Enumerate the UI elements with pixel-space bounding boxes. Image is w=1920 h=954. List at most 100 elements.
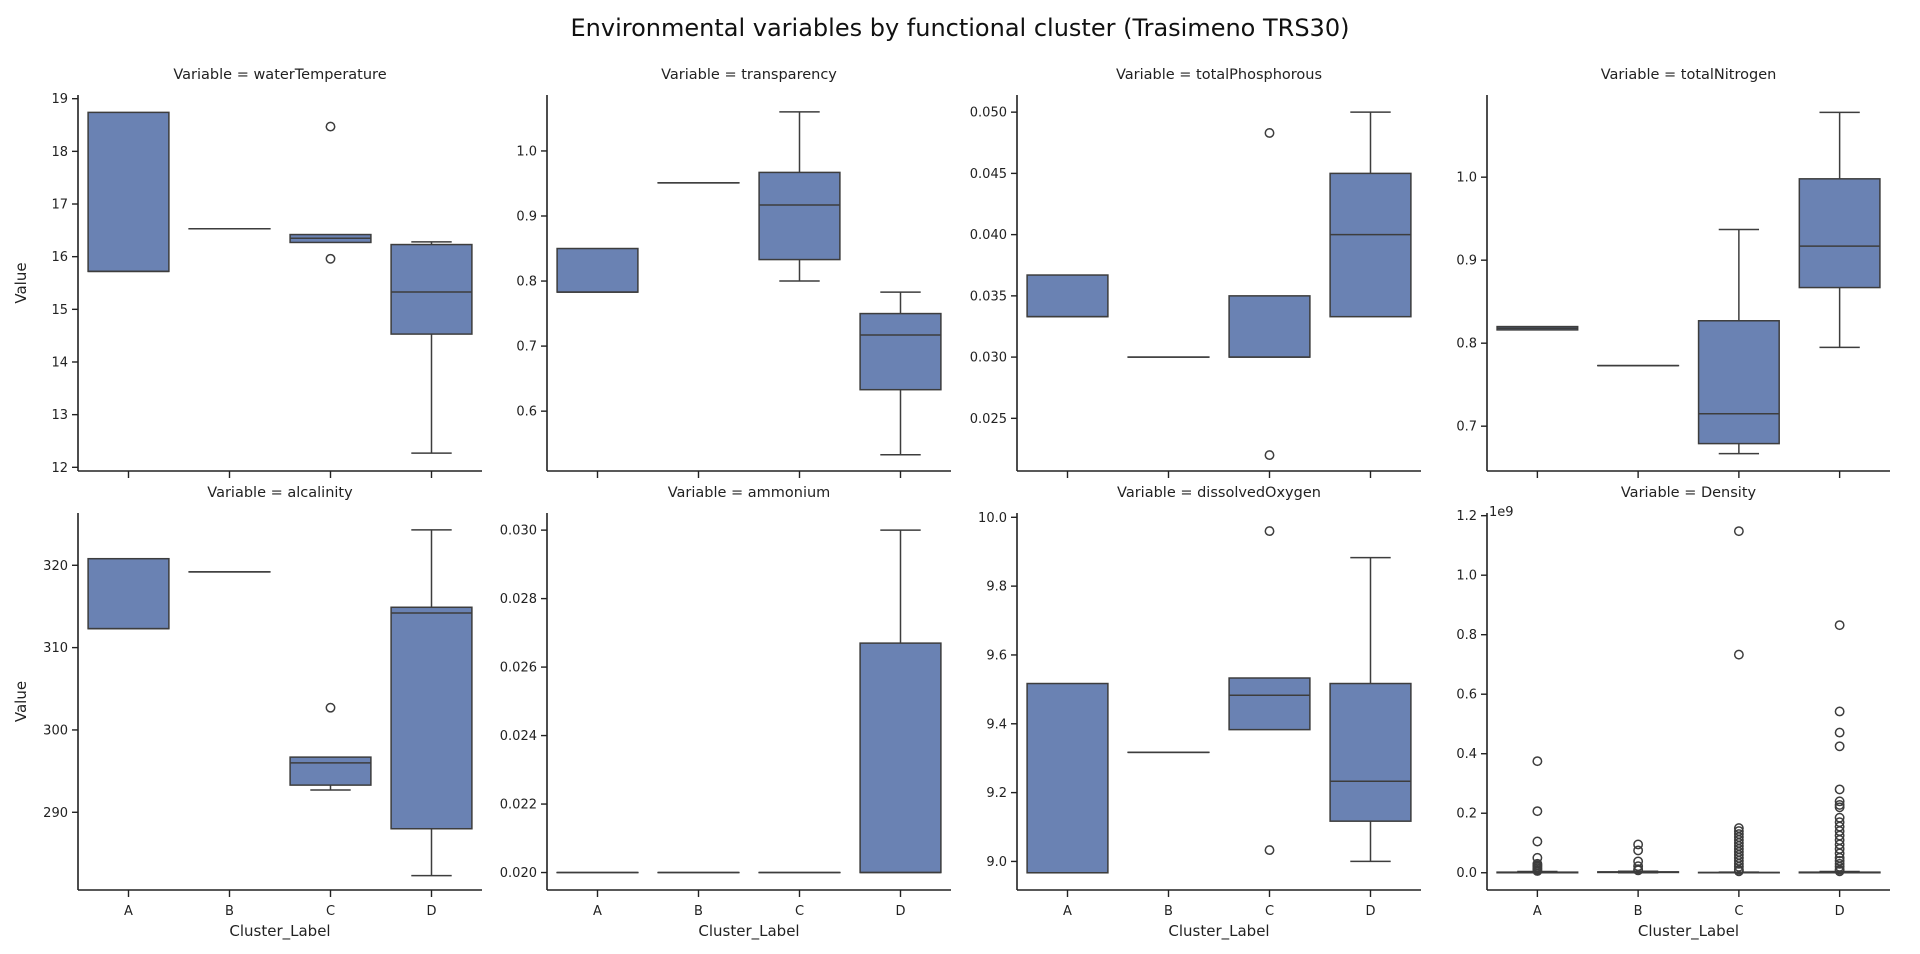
- outlier-point: [1264, 845, 1275, 856]
- y-tick-label: 320: [43, 559, 68, 574]
- x-tick-label: D: [426, 904, 436, 919]
- y-tick-label: 0.040: [970, 228, 1007, 243]
- y-tick-label: 1.0: [1456, 569, 1477, 584]
- panel-5: Variable = alcalinity 290 300 310 320 A B C D Clu…: [12, 485, 482, 941]
- outlier-point: [1834, 858, 1845, 869]
- box-iqr: [1798, 178, 1881, 289]
- box-A: [1496, 756, 1579, 876]
- y-tick-label: 0.8: [516, 275, 537, 290]
- box-iqr: [1026, 682, 1109, 874]
- y-tick-label: 0.025: [970, 412, 1007, 427]
- box-A: [1026, 682, 1109, 874]
- x-tick-label: D: [1835, 904, 1845, 919]
- y-tick-label: 16: [51, 250, 68, 265]
- y-tick-label: 1.0: [516, 144, 537, 159]
- outlier-point: [1532, 836, 1543, 847]
- x-tick-label: A: [1533, 904, 1542, 919]
- y-tick-label: 290: [43, 806, 68, 821]
- outlier-point: [1834, 796, 1845, 807]
- box-iqr: [1228, 295, 1311, 358]
- x-tick-label: A: [593, 904, 602, 919]
- outlier-point: [1264, 450, 1275, 461]
- outlier-point: [1264, 128, 1275, 138]
- y-tick-label: 9.4: [986, 717, 1007, 732]
- outlier-point: [1834, 741, 1845, 752]
- outlier-point: [1532, 806, 1543, 817]
- figure-title: Environmental variables by functional cl…: [570, 14, 1350, 42]
- x-tick-label: C: [326, 904, 335, 919]
- y-tick-label: 0.022: [500, 798, 537, 813]
- panel-1: Variable = waterTemperature 12 13 14 15 16 17 1…: [12, 67, 482, 478]
- y-tick-label: 1.0: [1456, 171, 1477, 186]
- box-B: [1597, 839, 1680, 876]
- box-iqr: [1697, 320, 1780, 445]
- panel-8: Variable = Density 0.0 0.2 0.4 0.6 0.8 1.0 1.2 1…: [1456, 485, 1890, 941]
- y-tick-label: 300: [43, 723, 68, 738]
- y-tick-label: 0.7: [516, 340, 537, 355]
- box-D: [1798, 111, 1881, 349]
- box-C: [289, 121, 372, 264]
- box-A: [1496, 325, 1579, 331]
- y-tick-label: 0.8: [1456, 628, 1477, 643]
- y-tick-label: 0.024: [500, 729, 537, 744]
- y-tick-label: 9.0: [986, 855, 1007, 870]
- box-C: [1228, 128, 1311, 461]
- box-D: [1798, 620, 1881, 877]
- outlier-point: [1834, 866, 1845, 877]
- x-tick-label: D: [895, 904, 905, 919]
- box-iqr: [758, 171, 841, 261]
- outlier-point: [1633, 865, 1644, 876]
- box-A: [556, 247, 639, 293]
- y-tick-label: 0.9: [516, 209, 537, 224]
- x-tick-label: B: [1634, 904, 1643, 919]
- outlier-point: [1733, 858, 1744, 869]
- box-D: [390, 241, 473, 454]
- y-tick-label: 9.2: [986, 786, 1007, 801]
- box-D: [859, 529, 942, 874]
- box-iqr: [289, 756, 372, 786]
- outlier-point: [1834, 861, 1845, 872]
- box-D: [1329, 111, 1412, 318]
- y-tick-label: 0.020: [500, 866, 537, 881]
- y-tick-label: 0.050: [970, 106, 1007, 121]
- x-tick-label: A: [1063, 904, 1072, 919]
- box-C: [1228, 526, 1311, 856]
- panel-title: Variable = waterTemperature: [173, 67, 386, 83]
- panel-title: Variable = ammonium: [668, 485, 831, 501]
- outlier-point: [1733, 649, 1744, 660]
- outlier-point: [1264, 526, 1275, 537]
- x-axis-label: Cluster_Label: [1638, 922, 1739, 941]
- outlier-point: [1532, 756, 1543, 767]
- panel-title: Variable = totalNitrogen: [1601, 67, 1777, 83]
- outlier-point: [1834, 784, 1845, 795]
- y-tick-label: 0.026: [500, 661, 537, 676]
- panel-4: Variable = totalNitrogen 0.7 0.8 0.9 1.0: [1456, 67, 1890, 478]
- panel-2: Variable = transparency 0.6 0.7 0.8 0.9 1.0: [516, 67, 951, 478]
- panel-6: Variable = ammonium 0.020 0.022 0.024 0.026 0…: [500, 485, 951, 941]
- y-tick-label: 9.6: [986, 648, 1007, 663]
- y-tick-label: 0.7: [1456, 420, 1477, 435]
- x-tick-label: B: [1164, 904, 1173, 919]
- outlier-point: [1633, 861, 1644, 872]
- outlier-point: [1733, 861, 1744, 872]
- box-iqr: [859, 312, 942, 391]
- box-iqr: [87, 557, 170, 630]
- outlier-point: [325, 702, 336, 713]
- y-tick-label: 310: [43, 641, 68, 656]
- outlier-point: [1834, 620, 1845, 631]
- panel-title: Variable = alcalinity: [207, 485, 353, 501]
- y-tick-label: 19: [51, 92, 68, 107]
- outlier-point: [1633, 839, 1644, 850]
- box-D: [1329, 556, 1412, 863]
- outlier-point: [1532, 866, 1543, 876]
- y-offset-label: 1e9: [1489, 505, 1514, 520]
- outlier-point: [325, 121, 336, 132]
- box-A: [87, 111, 170, 273]
- panel-title: Variable = totalPhosphorous: [1116, 67, 1322, 83]
- x-tick-label: C: [1734, 904, 1743, 919]
- box-iqr: [859, 642, 942, 874]
- box-iqr: [1228, 677, 1311, 731]
- box-C: [289, 702, 372, 791]
- box-iqr: [87, 111, 170, 273]
